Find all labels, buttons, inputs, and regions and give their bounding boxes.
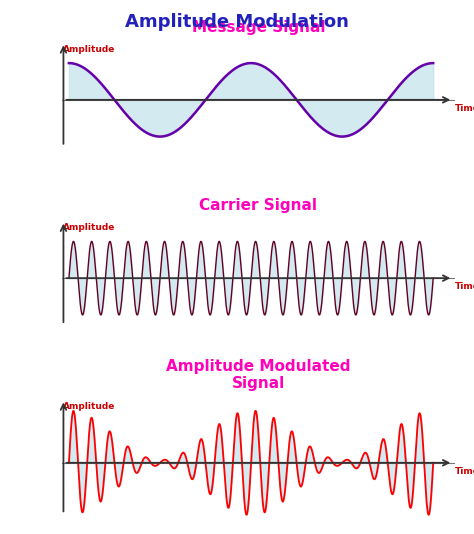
Text: Time: Time (455, 467, 474, 476)
Text: Time: Time (455, 104, 474, 113)
Text: Amplitude: Amplitude (63, 223, 115, 232)
Title: Amplitude Modulated
Signal: Amplitude Modulated Signal (166, 359, 351, 391)
Text: Amplitude: Amplitude (63, 402, 115, 411)
Text: Amplitude: Amplitude (63, 45, 115, 54)
Title: Carrier Signal: Carrier Signal (200, 198, 317, 213)
Text: Amplitude Modulation: Amplitude Modulation (125, 13, 349, 32)
Text: Time: Time (455, 282, 474, 291)
Title: Message Signal: Message Signal (191, 20, 325, 35)
